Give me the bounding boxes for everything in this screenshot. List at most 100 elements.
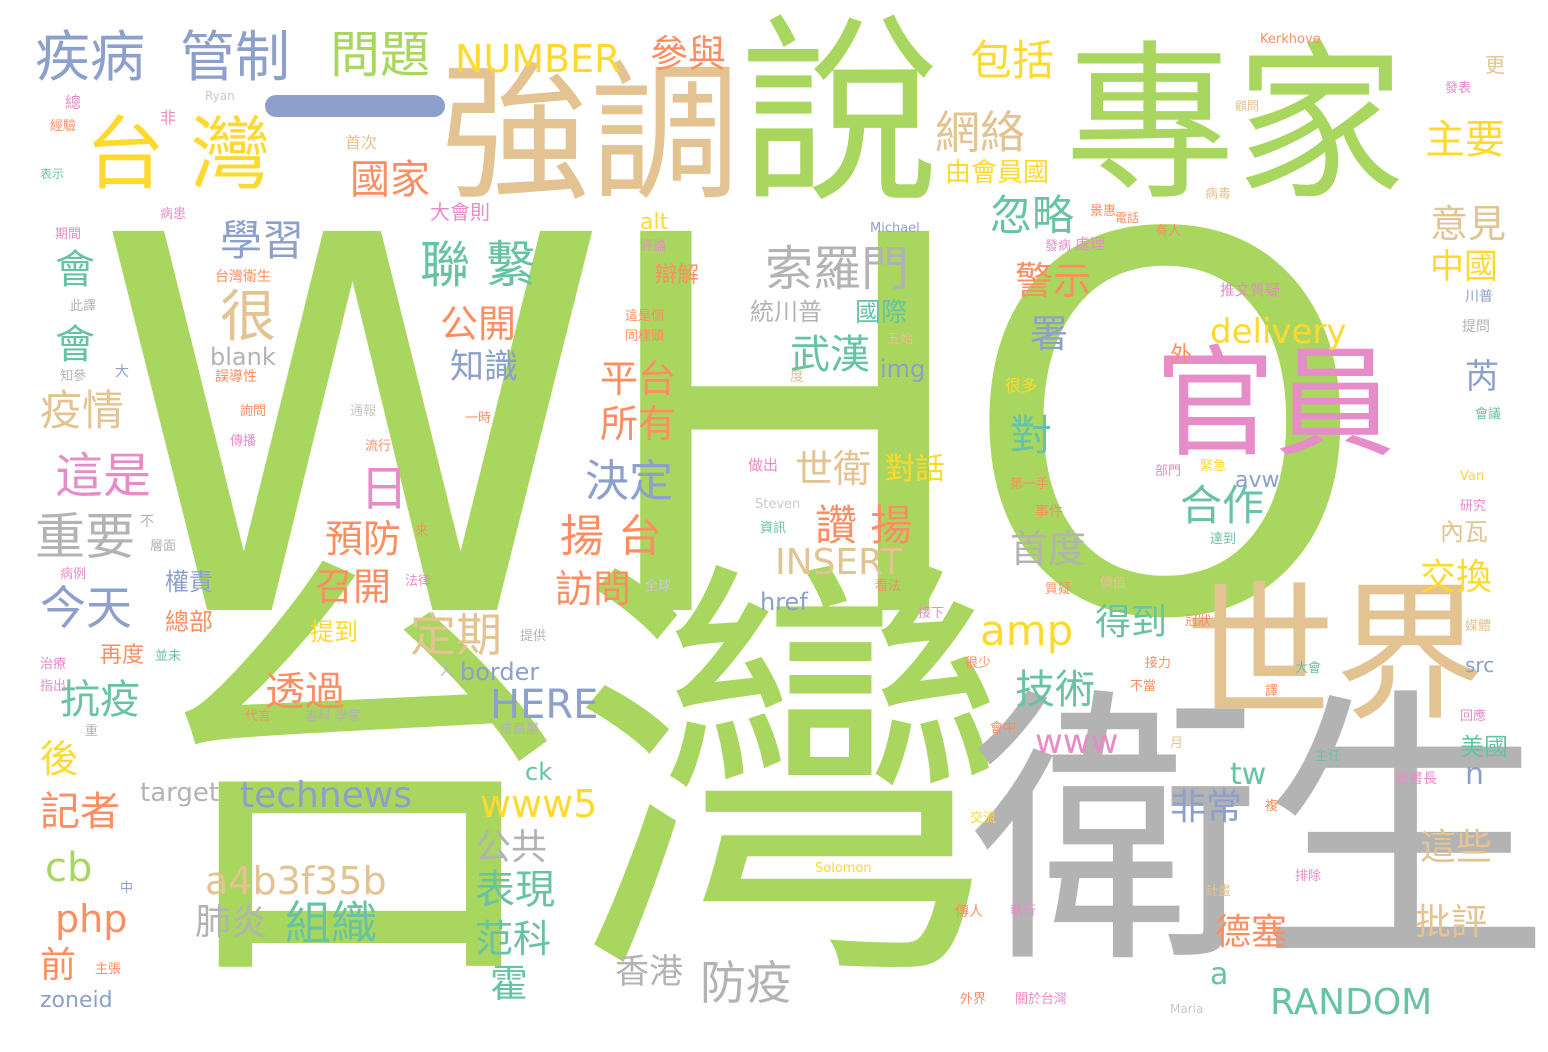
word-wuyue: 五始 <box>887 332 914 347</box>
word-geng: 更 <box>1485 53 1505 77</box>
word-delivery: delivery <box>1210 312 1347 352</box>
word-zong: 總 <box>65 93 82 112</box>
word-ciqian: 此譯 <box>70 299 97 314</box>
word-tigao: 提到 <box>310 618 358 646</box>
word-zhishi: 知識 <box>450 347 518 387</box>
word-weimo: 並未 <box>155 649 182 664</box>
word-amp: amp <box>980 606 1074 655</box>
word-henshao: 很少 <box>965 656 992 671</box>
word-feiyan: 肺炎 <box>195 902 268 943</box>
word-weisheng: 衛生 <box>970 666 1548 1003</box>
word-zanyang: 讚 揚 <box>815 501 913 550</box>
word-alt: alt <box>640 210 669 235</box>
word-zhuanjia: 專家 <box>1065 26 1406 224</box>
word-qiangdiao: 強調 <box>440 48 741 222</box>
word-fanke: 范科 <box>475 917 552 961</box>
word-www5: www5 <box>480 782 598 826</box>
word-zhiliao: 治療 <box>40 657 67 672</box>
word-guwen: 顧問 <box>1235 99 1260 113</box>
word-gonggong: 公共 <box>475 827 548 868</box>
word-wuhan: 武漢 <box>790 332 870 378</box>
word-jizhe: 記者 <box>40 789 120 835</box>
word-zheshi: 這是 <box>55 448 152 504</box>
word-taiwan-mid: 台 灣 <box>85 108 271 201</box>
word-bianjie: 辯解 <box>655 263 700 288</box>
word-youren: 有人 <box>1155 224 1182 239</box>
word-fei: 非 <box>160 108 177 127</box>
word-zoneid: zoneid <box>40 988 113 1013</box>
word-jiexia: 接下 <box>918 606 945 621</box>
word-ryan: Ryan <box>205 89 235 103</box>
word-src: src <box>1465 653 1495 677</box>
word-chuanpu: 川普 <box>1465 289 1493 305</box>
word-hen: 很 <box>220 285 276 350</box>
word-dahuize: 大會則 <box>430 200 490 224</box>
word-fangwen: 訪問 <box>555 567 632 611</box>
word-jinji: 緊急 <box>1200 459 1227 474</box>
word-href: href <box>760 588 808 616</box>
word-jingyan: 經驗 <box>50 119 77 134</box>
word-jishu: 技術 <box>1015 667 1095 713</box>
word-tiwen: 提問 <box>1462 319 1490 335</box>
word-zhican: 知參 <box>60 369 87 384</box>
word-zhong2: 中 <box>120 881 134 896</box>
word-yue: 月 <box>1170 736 1184 751</box>
word-maria: Maria <box>1170 1002 1204 1016</box>
word-chuli: 處理 <box>1075 235 1106 253</box>
word-huiyi: 會議 <box>1475 407 1502 422</box>
word-random: RANDOM <box>1270 982 1433 1023</box>
word-fangyi: 防疫 <box>700 956 792 1010</box>
word-guwen2: 詢問 <box>240 404 267 419</box>
word-wenti: 問題 <box>330 26 430 84</box>
word-tuiwen: 推文質疑 <box>1220 281 1281 299</box>
word-henduo: 很多 <box>1005 376 1038 395</box>
word-hui2: 會 <box>55 322 95 368</box>
word-huo: 霍 <box>490 962 529 1006</box>
word-qijian: 期間 <box>55 227 82 242</box>
word-shijian: 事件 <box>1035 504 1063 520</box>
word-img: img <box>880 355 926 383</box>
word-meiti: 媒體 <box>1465 619 1492 634</box>
word-shu: 署 <box>1030 312 1069 356</box>
word-shiwei: 世衛 <box>795 447 872 491</box>
word-youhuiyuanguo: 由會員國 <box>945 158 1050 188</box>
word-baokuo: 包括 <box>970 36 1055 85</box>
word-huigan: 回應 <box>1460 709 1487 724</box>
word-zheshiqiu: 這是個 <box>625 309 665 324</box>
word-technews: technews <box>240 775 413 816</box>
word-mishuzhang: 秘書長 <box>1395 771 1437 787</box>
word-meiguo: 美國 <box>1460 733 1508 761</box>
word-binglie: 病例 <box>60 567 87 582</box>
word-fabing: 發病 <box>1045 239 1072 254</box>
word-yijian: 意見 <box>1430 202 1507 246</box>
word-hou: 後 <box>40 737 79 781</box>
word-falv: 法律 <box>405 574 432 589</box>
word-dadao: 達到 <box>1210 532 1237 547</box>
word-jibing: 疾病 <box>35 25 146 89</box>
word-cengmian: 層面 <box>150 539 177 554</box>
word-pinglun: 評論 <box>640 239 667 254</box>
word-feichang: 非常 <box>1170 787 1243 828</box>
word-pipping: 批評 <box>1415 902 1488 943</box>
word-guanyuan: 官員 <box>1155 335 1395 474</box>
word-biaoshi: 表示 <box>40 167 65 181</box>
word-da: 大 <box>115 364 129 380</box>
word-zhiyi: 質疑 <box>1045 582 1072 597</box>
word-shoudu: 首度 <box>1010 527 1087 571</box>
word-php: php <box>55 897 128 941</box>
word-huizhong: 會中 <box>990 721 1017 736</box>
word-desai: 德塞 <box>1215 912 1288 953</box>
word-zongbu: 總部 <box>165 608 213 636</box>
word-hezuo: 合作 <box>1180 481 1265 530</box>
word-kerkhove: Kerkhove <box>1260 32 1321 47</box>
word-daiyan: 代言 <box>245 709 272 724</box>
word-waijie: 外界 <box>960 992 987 1007</box>
word-dahui: 大會 <box>1295 661 1322 676</box>
word-shuo: 說 <box>740 0 941 231</box>
word-ri: 日 <box>360 461 409 517</box>
word-michael: Michael <box>870 221 920 236</box>
word-huanzhe: 病患 <box>160 207 187 222</box>
word-guojia: 國家 <box>350 157 430 203</box>
word-zhexie: 這些 <box>1420 827 1493 868</box>
